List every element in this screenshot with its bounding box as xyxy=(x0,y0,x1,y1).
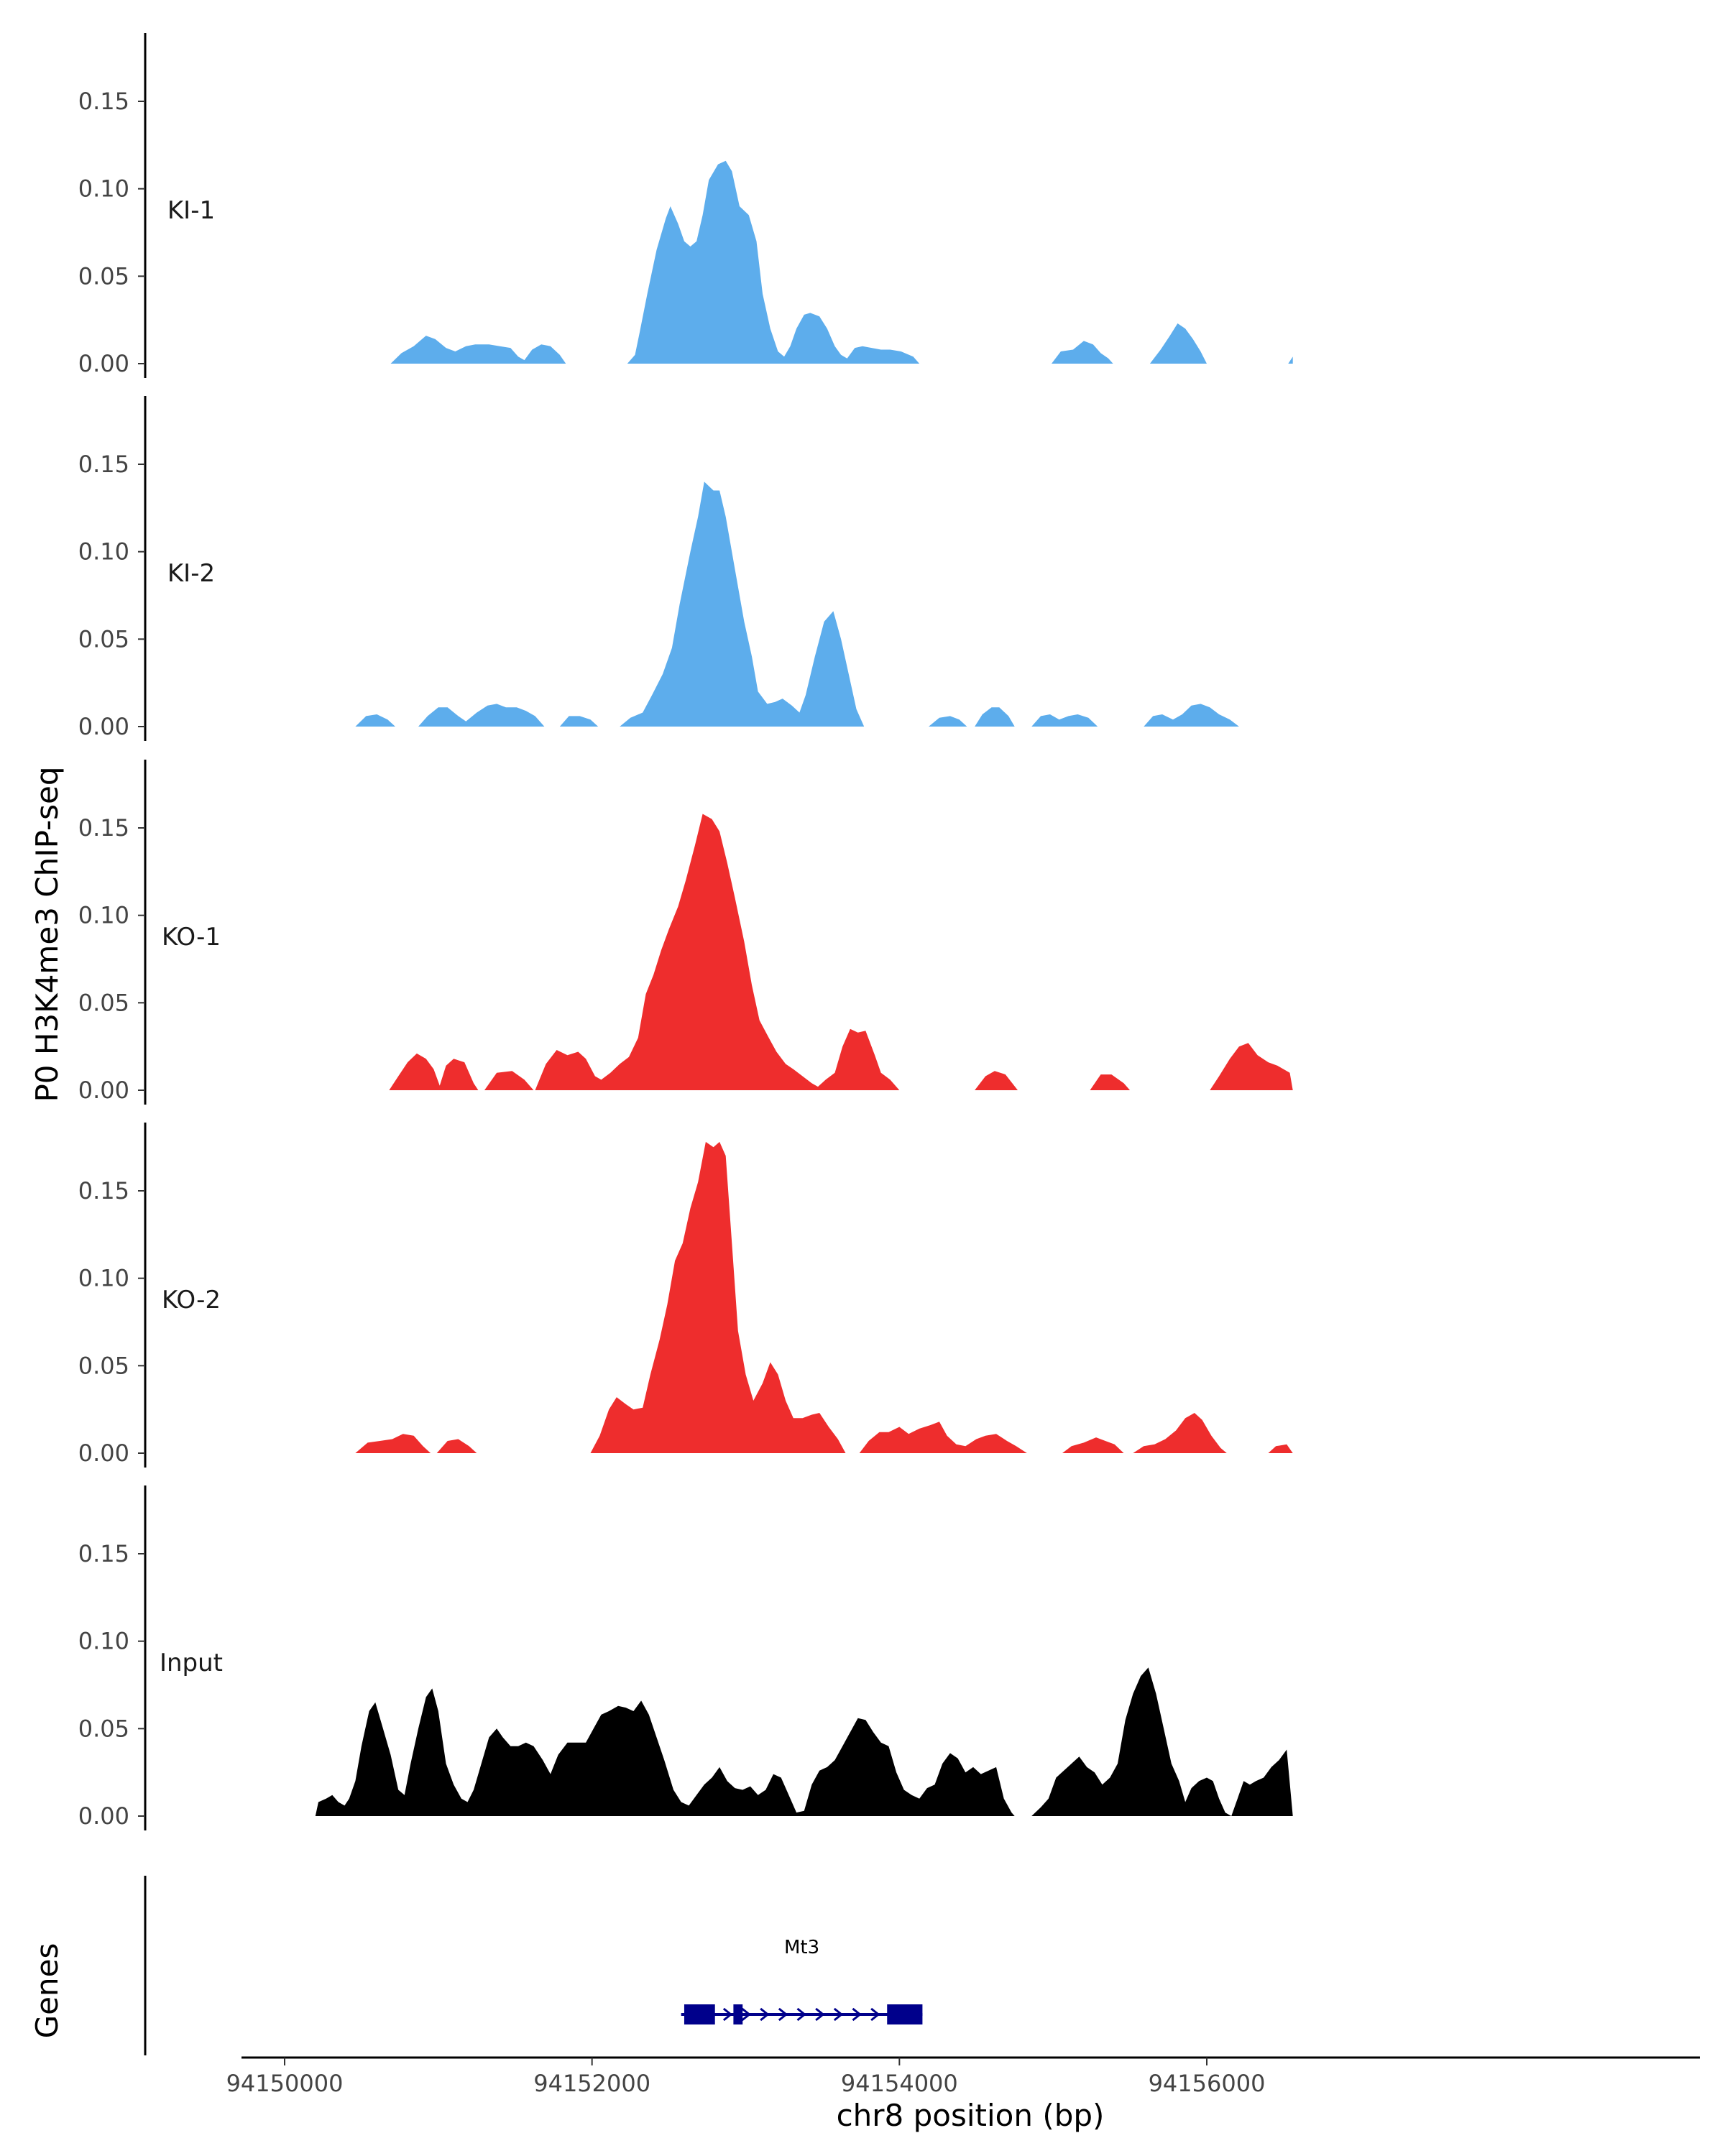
track-ko-2: 0.00 0.05 0.10 0.15 KO-2 xyxy=(78,1123,1293,1468)
y-tick-label: 0.10 xyxy=(78,902,129,929)
strand-arrow xyxy=(760,2007,770,2022)
strand-arrow xyxy=(796,2007,806,2022)
x-tick-label: 94156000 xyxy=(1149,2070,1266,2097)
gene-exon xyxy=(887,2004,923,2024)
y-tick-label: 0.00 xyxy=(78,1439,129,1467)
x-axis: 94150000 94152000 94154000 94156000 xyxy=(226,2056,1700,2097)
y-tick-label: 0.10 xyxy=(78,1628,129,1655)
x-tick-label: 94152000 xyxy=(533,2070,650,2097)
track-input: 0.00 0.05 0.10 0.15 Input xyxy=(78,1485,1293,1830)
y-tick-label: 0.05 xyxy=(78,1352,129,1379)
gene-track: Mt3 xyxy=(144,1876,923,2055)
gene-name-label: Mt3 xyxy=(784,1937,819,1958)
signal-area xyxy=(355,482,1275,727)
y-tick-label: 0.15 xyxy=(78,1177,129,1204)
y-tick-label: 0.15 xyxy=(78,88,129,115)
y-tick-label: 0.15 xyxy=(78,814,129,842)
y-tick-label: 0.10 xyxy=(78,538,129,566)
y-tick-label: 0.15 xyxy=(78,451,129,478)
y-tick-label: 0.00 xyxy=(78,713,129,740)
track-label: KO-1 xyxy=(162,923,221,952)
gene-exon xyxy=(684,2004,715,2024)
y-axis-title: P0 H3K4me3 ChIP-seq xyxy=(29,766,65,1102)
signal-area xyxy=(389,814,1293,1090)
track-ko-1: 0.00 0.05 0.10 0.15 KO-1 xyxy=(78,760,1293,1105)
signal-area xyxy=(390,160,1293,364)
y-tick-label: 0.10 xyxy=(78,175,129,203)
track-label: KI-1 xyxy=(167,196,215,225)
y-tick-label: 0.05 xyxy=(78,262,129,290)
signal-tracks: 0.00 0.05 0.10 0.15 KI-1 0.00 0.05 0.10 0.15 KI-2… xyxy=(78,33,1293,1830)
y-tick-label: 0.05 xyxy=(78,989,129,1016)
strand-arrow xyxy=(741,2007,751,2022)
strand-arrow xyxy=(833,2007,844,2022)
gene-exon xyxy=(733,2004,743,2024)
strand-arrow xyxy=(870,2007,880,2022)
strand-arrow xyxy=(815,2007,825,2022)
x-tick-label: 94154000 xyxy=(841,2070,958,2097)
signal-area xyxy=(315,1667,1293,1816)
y-tick-label: 0.00 xyxy=(78,350,129,377)
x-axis-title: chr8 position (bp) xyxy=(837,2098,1105,2133)
strand-arrow xyxy=(778,2007,788,2022)
y-tick-label: 0.05 xyxy=(78,625,129,653)
y-tick-label: 0.15 xyxy=(78,1540,129,1567)
track-label: KI-2 xyxy=(167,559,215,588)
x-tick-label: 94150000 xyxy=(226,2070,344,2097)
y-tick-label: 0.00 xyxy=(78,1077,129,1104)
signal-area xyxy=(355,1141,1293,1453)
track-ki-1: 0.00 0.05 0.10 0.15 KI-1 xyxy=(78,33,1293,378)
track-ki-2: 0.00 0.05 0.10 0.15 KI-2 xyxy=(78,396,1275,741)
strand-arrow xyxy=(722,2007,733,2022)
strand-arrow xyxy=(852,2007,862,2022)
y-tick-label: 0.00 xyxy=(78,1802,129,1830)
track-label: Input xyxy=(160,1649,223,1677)
track-label: KO-2 xyxy=(162,1286,221,1314)
y-tick-label: 0.10 xyxy=(78,1265,129,1292)
y-tick-label: 0.05 xyxy=(78,1715,129,1742)
genes-track-title: Genes xyxy=(29,1943,65,2039)
